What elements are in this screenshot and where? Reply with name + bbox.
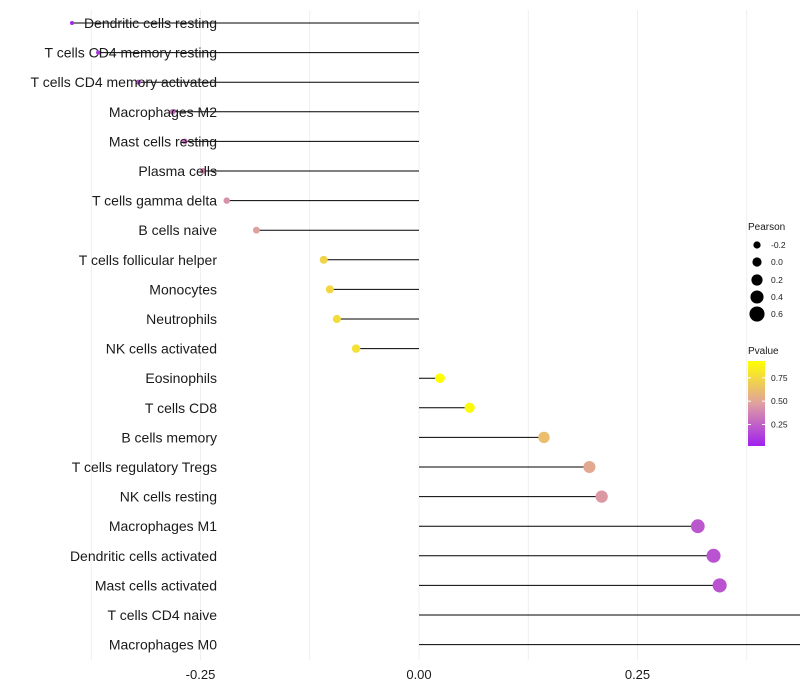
category-label: B cells naive [138, 222, 217, 238]
lollipop-dot [135, 79, 141, 85]
category-label: Eosinophils [145, 370, 217, 386]
lollipop-dot [595, 490, 608, 503]
category-labels: Dendritic cells resting T cells CD4 memor… [31, 15, 218, 653]
lollipop-dot [200, 167, 207, 175]
category-label: Neutrophils [146, 311, 217, 327]
pearson-legend-label: 0.4 [771, 292, 783, 302]
lollipop-dot [332, 314, 341, 324]
x-tick-label: 0.25 [625, 667, 650, 682]
category-label: T cells regulatory Tregs [72, 459, 217, 475]
pearson-legend-dot [750, 290, 764, 304]
lollipop-dot [252, 226, 260, 234]
category-label: T cells CD4 memory resting [45, 45, 217, 61]
pearson-legend-dot [753, 241, 761, 249]
category-label: T cells CD8 [145, 400, 217, 416]
pearson-legend-label: 0.0 [771, 257, 783, 267]
lollipop-stems [72, 22, 800, 646]
category-label: NK cells resting [120, 489, 217, 505]
category-label: T cells gamma delta [92, 193, 217, 209]
pearson-legend-dot [751, 274, 763, 286]
x-axis-ticks: -0.250.000.250.50 [186, 667, 650, 682]
lollipop-dot [351, 344, 361, 353]
x-tick-label: 0.00 [406, 667, 431, 682]
lollipop-dot [435, 373, 445, 384]
pearson-legend-dot [752, 257, 762, 267]
lollipop-dots [70, 20, 727, 593]
pearson-legend-label: 0.6 [771, 309, 783, 319]
lollipop-dot [712, 578, 727, 593]
category-label: Dendritic cells activated [70, 548, 217, 564]
lollipop-dot [96, 50, 101, 55]
category-label: Dendritic cells resting [84, 15, 217, 31]
category-label: Monocytes [149, 281, 217, 297]
category-label: Mast cells resting [109, 133, 217, 149]
pvalue-legend-label: 0.50 [771, 396, 788, 406]
lollipop-dot [325, 285, 334, 294]
pearson-legend-label: 0.2 [771, 275, 783, 285]
category-label: T cells CD4 memory activated [31, 74, 217, 90]
pvalue-colorbar [748, 361, 765, 446]
pearson-legend-dot [749, 306, 765, 322]
lollipop-dot [538, 431, 550, 444]
lollipop-dot [169, 108, 176, 115]
category-label: T cells CD4 naive [108, 607, 218, 623]
lollipop-dot [690, 519, 705, 534]
x-tick-label: -0.25 [186, 667, 216, 682]
category-label: Plasma cells [138, 163, 217, 179]
category-label: Macrophages M2 [109, 104, 217, 120]
pearson-legend: Pearson -0.2 0.0 0.2 0.4 0.6 [748, 222, 786, 322]
category-label: Macrophages M1 [109, 518, 217, 534]
lollipop-dot [319, 255, 328, 264]
lollipop-dot [706, 548, 721, 563]
pvalue-legend-label: 0.75 [771, 373, 788, 383]
category-label: Macrophages M0 [109, 637, 217, 653]
lollipop-dot [223, 197, 230, 204]
category-label: B cells memory [121, 429, 217, 445]
pvalue-legend: Pvalue 0.25 0.50 0.75 [748, 346, 788, 446]
lollipop-dot [583, 460, 596, 474]
pvalue-legend-title: Pvalue [748, 346, 779, 357]
category-label: T cells follicular helper [79, 252, 218, 268]
pearson-legend-label: -0.2 [771, 240, 786, 250]
lollipop-dot [464, 402, 475, 413]
lollipop-dot [181, 138, 188, 145]
pvalue-legend-label: 0.25 [771, 420, 788, 430]
grid-lines [90, 10, 748, 660]
category-label: NK cells activated [106, 341, 217, 357]
pearson-legend-title: Pearson [748, 222, 785, 233]
lollipop-dot [70, 20, 75, 26]
category-label: Mast cells activated [95, 577, 217, 593]
